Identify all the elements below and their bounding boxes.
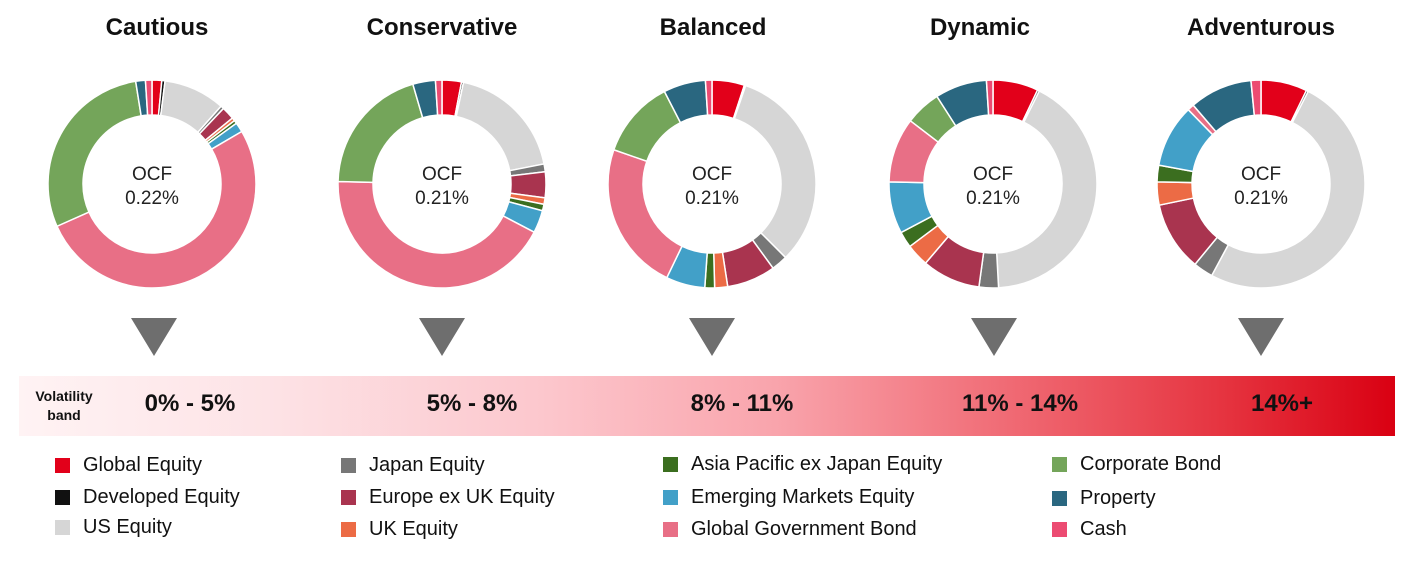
band-cautious: 0% - 5%: [144, 390, 236, 417]
slice-cash: [434, 79, 443, 116]
legend-label: US Equity: [83, 515, 172, 538]
volatility-label-line2: band: [47, 407, 81, 423]
down-arrow-icon: [1238, 318, 1284, 356]
legend-item-property: Property: [1052, 485, 1156, 511]
legend-label: UK Equity: [369, 517, 458, 540]
ocf-value: 0.21%: [685, 188, 739, 209]
ocf-label: OCF: [422, 164, 462, 185]
donut-chart-conservative: OCF 0.21%: [337, 79, 547, 289]
legend-item-europe-ex-uk-equity: Europe ex UK Equity: [341, 484, 555, 510]
legend-label: Property: [1080, 486, 1156, 509]
ocf-label: OCF: [692, 164, 732, 185]
ocf-label: OCF: [973, 164, 1013, 185]
slice-global-government-bond: [337, 180, 536, 289]
slice-cash: [704, 79, 713, 116]
slice-corporate-bond: [337, 83, 424, 184]
slice-us-equity: [455, 81, 545, 172]
legend-label: Emerging Markets Equity: [691, 485, 915, 508]
ocf-value: 0.21%: [1234, 188, 1288, 209]
legend-item-us-equity: US Equity: [55, 514, 172, 540]
donut-chart-cautious: OCF 0.22%: [47, 79, 257, 289]
legend-item-emerging-markets-equity: Emerging Markets Equity: [663, 484, 914, 510]
legend-label: Asia Pacific ex Japan Equity: [691, 452, 943, 475]
volatility-band-bar: Volatility band 0% - 5% 5% - 8% 8% - 11%…: [19, 376, 1395, 436]
legend-item-asia-pacific-ex-japan-equity: Asia Pacific ex Japan Equity: [663, 451, 942, 477]
slice-us-equity: [995, 89, 1098, 289]
legend-swatch: [341, 457, 356, 473]
legend-label: Global Equity: [83, 453, 202, 476]
donut-chart-dynamic: OCF 0.21%: [888, 79, 1098, 289]
legend-swatch: [341, 489, 356, 505]
legend-swatch: [663, 521, 678, 537]
down-arrow-icon: [971, 318, 1017, 356]
legend-swatch: [663, 489, 678, 505]
down-arrow-icon: [419, 318, 465, 356]
legend-item-developed-equity: Developed Equity: [55, 484, 240, 510]
legend-item-global-equity: Global Equity: [55, 452, 202, 478]
legend-label: Cash: [1080, 517, 1127, 540]
slices: [47, 79, 257, 289]
volatility-label-line1: Volatility: [35, 388, 93, 404]
legend-swatch: [55, 489, 70, 505]
ocf-value: 0.21%: [415, 188, 469, 209]
legend-swatch: [1052, 521, 1067, 537]
slices: [1156, 79, 1366, 289]
slice-global-government-bond: [607, 148, 684, 279]
ocf-label: OCF: [132, 164, 172, 185]
chart-title-adventurous: Adventurous: [1186, 14, 1335, 41]
slices: [607, 79, 817, 289]
chart-title-balanced: Balanced: [659, 14, 767, 41]
legend-swatch: [341, 521, 356, 537]
legend-swatch: [55, 457, 70, 473]
legend-item-uk-equity: UK Equity: [341, 516, 458, 542]
band-dynamic: 11% - 14%: [961, 390, 1079, 417]
ocf-label: OCF: [1241, 164, 1281, 185]
legend-item-japan-equity: Japan Equity: [341, 452, 485, 478]
legend-swatch: [1052, 456, 1067, 472]
slice-us-equity: [733, 84, 817, 259]
slices: [337, 79, 547, 289]
legend-swatch: [1052, 490, 1067, 506]
ocf-value: 0.21%: [966, 188, 1020, 209]
slice-global-government-bond: [55, 130, 257, 289]
legend-label: Corporate Bond: [1080, 452, 1222, 475]
legend-swatch: [55, 519, 70, 535]
slice-cash: [144, 79, 153, 116]
slice-cash: [1250, 79, 1262, 117]
legend-item-corporate-bond: Corporate Bond: [1052, 451, 1221, 477]
band-conservative: 5% - 8%: [426, 390, 518, 417]
legend-label: Developed Equity: [83, 485, 240, 508]
slice-cash: [985, 79, 994, 116]
chart-title-conservative: Conservative: [366, 14, 518, 41]
down-arrow-icon: [131, 318, 177, 356]
donut-chart-adventurous: OCF 0.21%: [1156, 79, 1366, 289]
legend-label: Global Government Bond: [691, 517, 917, 540]
slices: [888, 79, 1098, 289]
ocf-value: 0.22%: [125, 188, 179, 209]
slice-us-equity: [1210, 90, 1366, 289]
legend-item-global-government-bond: Global Government Bond: [663, 516, 917, 542]
band-balanced: 8% - 11%: [690, 390, 794, 417]
donut-chart-balanced: OCF 0.21%: [607, 79, 817, 289]
chart-title-cautious: Cautious: [105, 14, 209, 41]
legend-label: Europe ex UK Equity: [369, 485, 555, 508]
volatility-band-label: Volatility band: [29, 387, 99, 425]
legend-item-cash: Cash: [1052, 516, 1127, 542]
band-adventurous: 14%+: [1250, 390, 1314, 417]
legend-swatch: [663, 456, 678, 472]
legend-label: Japan Equity: [369, 453, 485, 476]
down-arrow-icon: [689, 318, 735, 356]
chart-title-dynamic: Dynamic: [929, 14, 1031, 41]
